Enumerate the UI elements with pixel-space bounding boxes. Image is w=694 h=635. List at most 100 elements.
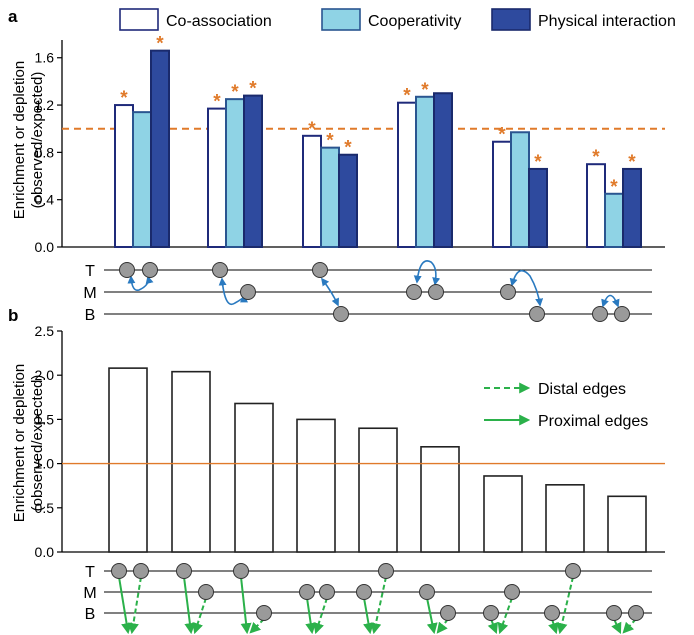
- node: [504, 584, 520, 600]
- significance-star: *: [534, 152, 542, 173]
- proximal-edge-arrow: [363, 597, 374, 635]
- bar-b: [607, 495, 647, 553]
- bar-co-association: [492, 140, 512, 248]
- significance-star: *: [156, 34, 164, 55]
- track-label-b: B: [85, 606, 96, 623]
- significance-star: *: [120, 88, 128, 109]
- interaction-arrow: [509, 269, 544, 307]
- bar-cooperativity: [604, 192, 624, 248]
- bar-b: [234, 402, 274, 553]
- interaction-arrow: [601, 294, 620, 308]
- y-tick-label-a: 0.4: [35, 192, 55, 208]
- bar-physical-interaction: [243, 94, 263, 248]
- y-tick-label-b: 2.0: [35, 367, 55, 383]
- proximal-edge-arrow: [426, 597, 438, 635]
- bar-b: [545, 484, 585, 553]
- proximal-edge-arrow: [240, 576, 252, 635]
- significance-star: *: [308, 119, 316, 140]
- bar-b: [358, 427, 398, 553]
- motif-diagram-b: TMB: [83, 563, 652, 635]
- legend-b: Distal edges Proximal edges: [484, 381, 648, 430]
- bar-physical-interaction: [150, 49, 170, 248]
- node: [356, 584, 372, 600]
- bar-cooperativity: [132, 111, 152, 249]
- proximal-edge-arrow: [305, 597, 317, 635]
- node: [483, 605, 499, 621]
- distal-edge-arrow: [192, 597, 207, 635]
- bar-b: [483, 475, 523, 553]
- y-tick-label-a: 1.2: [35, 97, 55, 113]
- node: [319, 584, 335, 600]
- bar-co-association: [302, 134, 322, 248]
- bar-co-association: [114, 104, 134, 248]
- y-tick-label-b: 0.0: [35, 544, 55, 560]
- legend-a: Co-association Cooperativity Physical in…: [119, 8, 676, 31]
- node: [406, 284, 422, 300]
- y-axis-title-a-line1: Enrichment or depletion: [11, 61, 28, 219]
- motif-diagram-a: TMB: [83, 260, 652, 324]
- proximal-edge-arrow: [487, 618, 498, 635]
- node: [212, 262, 228, 278]
- track-label-m: M: [83, 285, 96, 302]
- panel-a-label: a: [8, 7, 18, 26]
- significance-star: *: [213, 92, 221, 113]
- node: [440, 605, 456, 621]
- node: [529, 306, 545, 322]
- legend-label-physical-interaction: Physical interaction: [538, 13, 676, 30]
- distal-edge-arrow: [556, 576, 574, 635]
- node: [119, 262, 135, 278]
- bar-cooperativity: [225, 98, 245, 249]
- interaction-arrow: [321, 277, 339, 307]
- plot-area-a: 0.0 0.4 0.8 1.2 1.6 * * * * * * * * * * * * * * *: [35, 34, 665, 255]
- distal-edge-arrow: [370, 576, 387, 635]
- significance-star: *: [403, 86, 411, 107]
- proximal-edge-arrow: [183, 576, 196, 635]
- track-label-t: T: [85, 564, 95, 581]
- distal-edge-arrow: [249, 618, 265, 634]
- legend-label-cooperativity: Cooperativity: [368, 13, 461, 30]
- legend-label-proximal: Proximal edges: [538, 413, 648, 430]
- y-axis-title-b-line1: Enrichment or depletion: [11, 364, 28, 522]
- y-tick-label-a: 0.0: [35, 239, 55, 255]
- node: [256, 605, 272, 621]
- bar-cooperativity: [415, 95, 435, 248]
- proximal-edge-arrow: [548, 618, 559, 635]
- y-axis-title-a-line2: (observed/expected): [29, 72, 46, 209]
- distal-edge-arrow: [313, 597, 328, 635]
- node: [240, 284, 256, 300]
- node: [606, 605, 622, 621]
- node: [419, 584, 435, 600]
- bar-b: [108, 367, 148, 553]
- node: [333, 306, 349, 322]
- significance-star: *: [231, 82, 239, 103]
- node: [133, 563, 149, 579]
- node: [614, 306, 630, 322]
- bar-co-association: [207, 107, 227, 248]
- y-tick-label-b: 2.5: [35, 323, 55, 339]
- distal-edge-arrow: [497, 597, 513, 635]
- significance-star: *: [326, 131, 334, 152]
- significance-star: *: [249, 79, 257, 100]
- node: [500, 284, 516, 300]
- distal-edge-arrow: [127, 576, 142, 635]
- significance-star: *: [592, 147, 600, 168]
- plot-area-b: 0.0 0.5 1.0 1.5 2.0 2.5: [35, 323, 665, 560]
- proximal-edge-arrow: [611, 618, 622, 634]
- bar-b: [420, 446, 460, 553]
- interaction-arrow: [413, 260, 441, 286]
- track-label-m: M: [83, 585, 96, 602]
- node: [378, 563, 394, 579]
- legend-label-distal: Distal edges: [538, 381, 626, 398]
- y-tick-label-b: 1.5: [35, 411, 55, 427]
- legend-swatch-physical-interaction: [491, 8, 531, 31]
- node: [428, 284, 444, 300]
- node: [299, 584, 315, 600]
- bar-co-association: [586, 163, 606, 248]
- node: [198, 584, 214, 600]
- significance-star: *: [498, 125, 506, 146]
- node: [544, 605, 560, 621]
- y-axis-title-b-line2: (observed/expected): [29, 375, 46, 512]
- y-axis-title-a: Enrichment or depletion (observed/expect…: [11, 61, 46, 219]
- node: [111, 563, 127, 579]
